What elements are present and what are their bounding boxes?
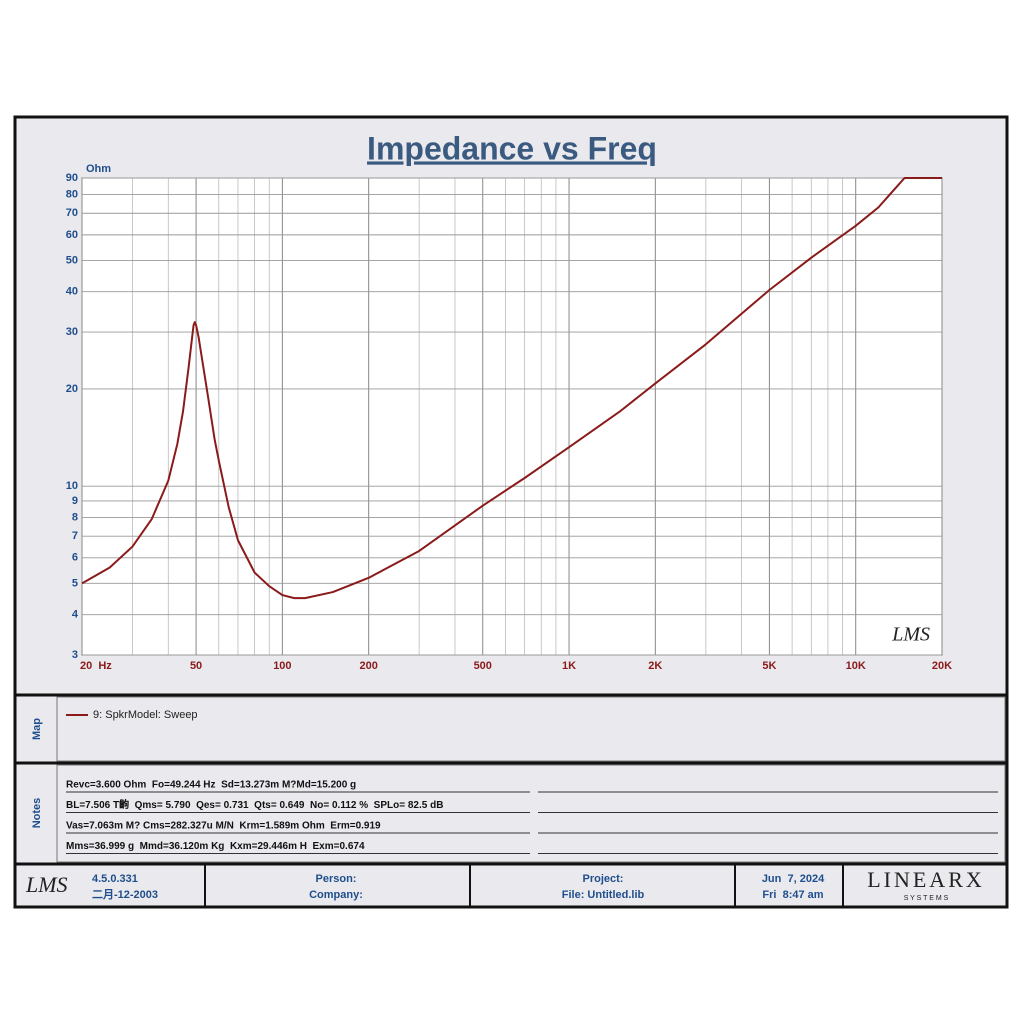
y-tick-label: 5 bbox=[72, 577, 78, 589]
x-tick-label: 100 bbox=[273, 660, 291, 672]
y-tick-label: 3 bbox=[72, 649, 78, 661]
legend-entry: 9: SpkrModel: Sweep bbox=[93, 709, 198, 721]
x-tick-label: 5K bbox=[762, 660, 776, 672]
x-tick-label: 50 bbox=[190, 660, 202, 672]
x-tick-label: 200 bbox=[359, 660, 377, 672]
y-unit: Ohm bbox=[86, 163, 111, 175]
series-line bbox=[81, 177, 942, 600]
brand: LINEARX bbox=[867, 867, 985, 892]
y-tick-label: 20 bbox=[66, 383, 78, 395]
note-line: Revc=3.600 Ohm Fo=49.244 Hz Sd=13.273m M… bbox=[66, 780, 356, 791]
notes-panel bbox=[56, 764, 1006, 863]
y-tick-label: 50 bbox=[66, 254, 78, 266]
y-tick-label: 70 bbox=[66, 207, 78, 219]
x-tick-label: 1K bbox=[562, 660, 576, 672]
build-date: 二月-12-2003 bbox=[92, 888, 158, 901]
plot: 20 Hz 50 100 200 500 1K 2K 5K 10K 20K 3 4 5 6 7 8 9 10 20 3… bbox=[66, 172, 952, 672]
x-tick-label: 20K bbox=[932, 660, 952, 672]
time: Fri 8:47 am bbox=[762, 889, 823, 901]
footer-logo: LMS bbox=[25, 872, 68, 897]
y-tick-label: 40 bbox=[66, 286, 78, 298]
version: 4.5.0.331 bbox=[92, 873, 138, 885]
note-line: BL=7.506 T齣 Qms= 5.790 Qes= 0.731 Qts= 0… bbox=[66, 798, 443, 811]
x-tick-label: 10K bbox=[846, 660, 866, 672]
y-tick-label: 4 bbox=[72, 609, 79, 621]
map-label: Map bbox=[31, 718, 43, 740]
y-tick-label: 6 bbox=[72, 552, 78, 564]
y-tick-label: 7 bbox=[72, 530, 78, 542]
y-tick-label: 30 bbox=[66, 326, 78, 338]
company: Company: bbox=[309, 889, 363, 901]
chart-title: Impedance vs Freq bbox=[367, 130, 657, 166]
y-tick-label: 8 bbox=[72, 511, 78, 523]
date: Jun 7, 2024 bbox=[762, 873, 825, 885]
x-tick-label: 500 bbox=[474, 660, 492, 672]
note-line: Vas=7.063m M? Cms=282.327u M/N Krm=1.589… bbox=[66, 821, 381, 832]
y-tick-label: 90 bbox=[66, 172, 78, 184]
watermark: LMS bbox=[891, 624, 930, 646]
x-tick-label: 2K bbox=[648, 660, 662, 672]
notes-label: Notes bbox=[31, 798, 43, 829]
x-tick-label: 20 Hz bbox=[80, 660, 112, 672]
note-line: Mms=36.999 g Mmd=36.120m Kg Kxm=29.446m … bbox=[66, 841, 365, 852]
person: Person: bbox=[316, 873, 357, 885]
file: File: Untitled.lib bbox=[562, 889, 645, 901]
y-tick-label: 80 bbox=[66, 188, 78, 200]
y-tick-label: 10 bbox=[66, 480, 78, 492]
notes: Revc=3.600 Ohm Fo=49.244 Hz Sd=13.273m M… bbox=[66, 780, 998, 854]
project: Project: bbox=[583, 873, 624, 885]
footer-cells bbox=[204, 865, 844, 906]
map-panel bbox=[56, 696, 1006, 762]
brand-sub: S Y S T E M S bbox=[904, 895, 949, 902]
plot-area bbox=[81, 177, 943, 656]
y-tick-label: 60 bbox=[66, 229, 78, 241]
y-tick-label: 9 bbox=[72, 495, 78, 507]
